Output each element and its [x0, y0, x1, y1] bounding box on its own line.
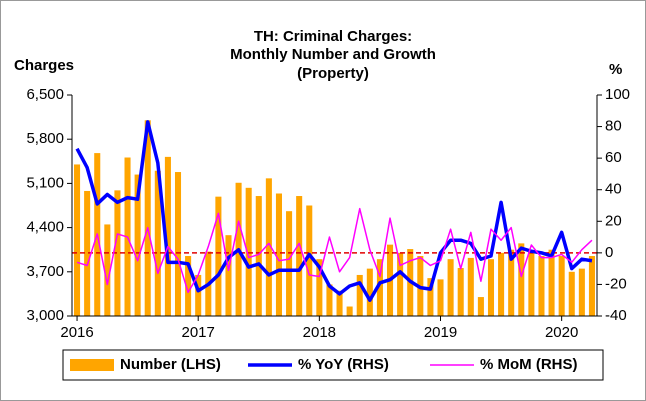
- bar: [578, 268, 585, 316]
- bar: [518, 243, 525, 316]
- y2-axis-title: %: [609, 61, 622, 78]
- y2-tick-label: -40: [605, 307, 627, 324]
- legend-label: Number (LHS): [120, 356, 221, 373]
- bar: [265, 178, 272, 316]
- x-tick-label: 2018: [303, 324, 336, 341]
- legend-label: % MoM (RHS): [480, 356, 578, 373]
- bar: [467, 257, 474, 316]
- bar: [457, 268, 464, 316]
- bar: [275, 193, 282, 316]
- bar: [366, 268, 373, 316]
- bar: [195, 274, 202, 316]
- y2-tick-label: 40: [605, 181, 622, 198]
- bar: [427, 278, 434, 316]
- y-axis-title: Charges: [14, 57, 74, 74]
- y-tick-label: 6,500: [26, 86, 64, 103]
- x-tick-label: 2017: [182, 324, 215, 341]
- bar: [498, 252, 505, 316]
- bar: [114, 190, 121, 316]
- y-tick-label: 5,100: [26, 174, 64, 191]
- bar: [255, 196, 262, 316]
- bar: [306, 205, 313, 316]
- bar: [84, 190, 91, 316]
- bar: [558, 256, 565, 316]
- bar: [588, 256, 595, 316]
- bar: [316, 259, 323, 316]
- bar: [185, 256, 192, 316]
- bar: [225, 235, 232, 316]
- y2-tick-label: 20: [605, 212, 622, 229]
- bar: [296, 196, 303, 316]
- legend-box: [62, 349, 604, 381]
- bar: [477, 297, 484, 316]
- bar: [538, 256, 545, 316]
- bar: [144, 120, 151, 316]
- bar: [346, 306, 353, 316]
- x-tick-label: 2016: [60, 324, 93, 341]
- bar: [508, 249, 515, 316]
- y2-tick-label: 100: [605, 86, 630, 103]
- bar: [528, 252, 535, 316]
- bar: [245, 187, 252, 316]
- y-tick-label: 3,000: [26, 307, 64, 324]
- legend-label: % YoY (RHS): [298, 356, 389, 373]
- y2-tick-label: 60: [605, 149, 622, 166]
- y-tick-label: 5,800: [26, 130, 64, 147]
- bar: [134, 174, 141, 316]
- bar: [104, 224, 111, 316]
- bar: [568, 271, 575, 316]
- line-series: [76, 207, 593, 294]
- bar: [376, 259, 383, 316]
- bar: [164, 156, 171, 316]
- y-tick-label: 4,400: [26, 219, 64, 236]
- y-tick-label: 3,700: [26, 263, 64, 280]
- bar: [326, 284, 333, 316]
- y2-tick-label: 80: [605, 118, 622, 135]
- y2-tick-label: -20: [605, 275, 627, 292]
- bar: [286, 211, 293, 316]
- line-series: [75, 120, 593, 302]
- bar: [154, 170, 161, 316]
- bar: [215, 196, 222, 316]
- legend-swatch: [70, 359, 114, 371]
- bar: [356, 274, 363, 316]
- bar: [487, 259, 495, 316]
- x-tick-label: 2019: [424, 324, 457, 341]
- bar: [548, 249, 555, 316]
- chart-title: (Property): [297, 65, 369, 82]
- x-tick-label: 2020: [545, 324, 578, 341]
- bar: [174, 172, 182, 316]
- bar: [336, 290, 343, 316]
- bar: [437, 279, 444, 316]
- bar: [447, 259, 454, 316]
- bar: [74, 164, 81, 316]
- bar: [397, 252, 404, 316]
- y2-tick-label: 0: [605, 244, 613, 261]
- chart-title: Monthly Number and Growth: [230, 46, 436, 63]
- chart-title: TH: Criminal Charges:: [254, 28, 412, 45]
